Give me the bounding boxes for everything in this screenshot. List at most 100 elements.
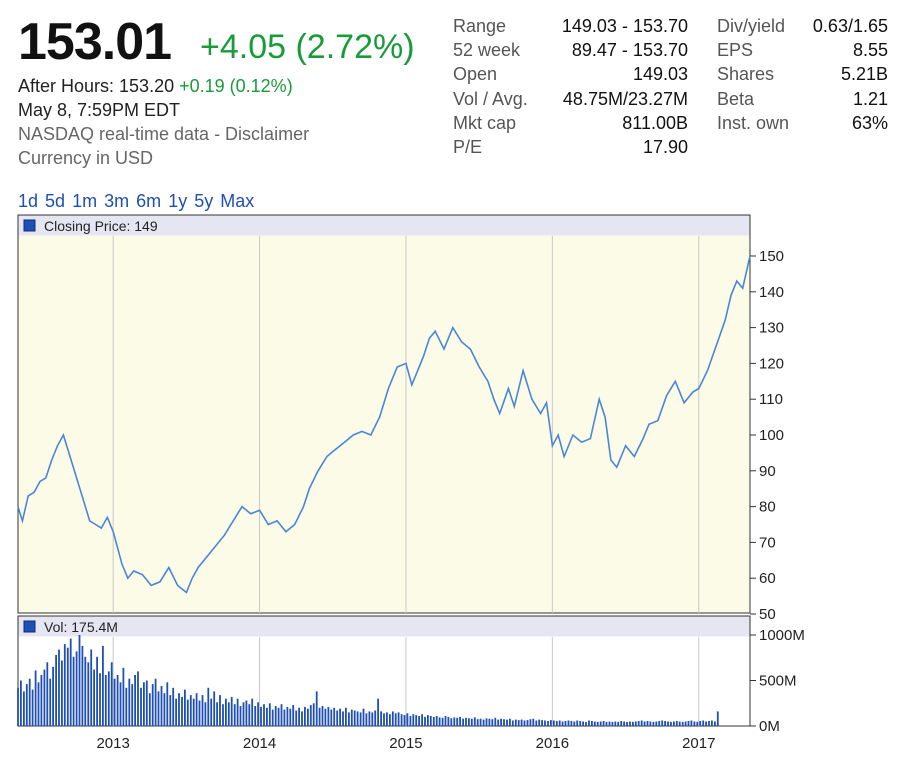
stat-row-mkt-cap: Mkt cap 811.00B [453,111,688,135]
volume-bar [148,693,151,726]
volume-bar [558,720,561,726]
volume-bar [192,698,195,726]
data-source-disclaimer[interactable]: NASDAQ real-time data - Disclaimer [18,124,310,144]
volume-bar [78,635,81,726]
stat-value: 5.21B [840,64,888,85]
volume-bar [298,707,300,726]
volume-bar [119,682,122,726]
volume-bar [116,675,119,726]
stat-value: 0.63/1.65 [812,16,888,36]
volume-bar [667,721,669,726]
volume-bar [40,675,43,726]
volume-bar [239,706,242,726]
volume-bar [277,707,280,726]
volume-bar [66,647,69,726]
volume-bar [503,719,505,726]
volume-bar [330,709,333,726]
range-1m-link[interactable]: 1m [72,191,98,211]
volume-bar [134,675,136,726]
stat-row-volume: Vol / Avg. 48.75M/23.27M [453,87,688,111]
volume-bar [716,711,719,726]
volume-bar [383,713,385,726]
volume-bar [23,691,25,726]
range-max-link[interactable]: Max [220,191,255,211]
volume-bar [605,721,608,726]
volume-bar [257,702,259,726]
volume-bar [403,715,406,726]
volume-bar [617,721,620,726]
volume-bar [415,715,418,726]
range-1y-link[interactable]: 1y [168,191,188,211]
volume-bar [714,721,716,726]
volume-bar [318,707,321,726]
range-3m-link[interactable]: 3m [104,191,130,211]
volume-bar [61,660,63,726]
volume-bar [268,703,271,727]
volume-bar [163,693,166,726]
range-selector: 1d 5d 1m 3m 6m 1y 5y Max [18,191,256,212]
volume-bar [418,716,420,726]
volume-bar [693,721,696,726]
volume-bar [312,703,315,727]
volume-bar [482,719,485,726]
stats-right-table: Div/yield 0.63/1.65 EPS 8.55 Shares 5.21B B… [717,14,888,135]
volume-bar [535,720,538,726]
range-6m-link[interactable]: 6m [136,191,162,211]
volume-bar [359,712,362,726]
range-1d-link[interactable]: 1d [18,191,39,211]
volume-bar [219,695,221,726]
volume-bar [181,696,183,726]
volume-bar [479,718,482,726]
quote-timestamp: May 8, 7:59PM EDT [18,100,181,120]
volume-bar [321,706,324,726]
volume-bar [122,667,125,726]
volume-bar [468,718,470,726]
range-5d-link[interactable]: 5d [45,191,66,211]
volume-bar [37,682,40,726]
volume-bar [681,721,684,726]
volume-bar [125,687,128,726]
stat-label: Mkt cap [453,112,517,133]
volume-bar [547,721,549,726]
volume-bar [166,682,169,726]
volume-bar [640,720,643,726]
volume-bar [104,675,107,726]
volume-bar [561,721,564,726]
volume-bar [25,684,28,726]
volume-y-tick-label: 500M [759,673,797,690]
volume-bar [280,704,283,726]
volume-bar [356,711,359,726]
volume-bar [529,719,532,726]
volume-bar [670,721,672,726]
volume-bar [532,718,535,726]
volume-bar [295,710,298,726]
price-y-tick-label: 130 [759,320,784,337]
volume-bar [178,693,180,726]
stat-label: Shares [717,64,775,85]
volume-bar [339,708,341,726]
volume-bar [570,721,573,726]
volume-bar [596,721,599,726]
stat-row-eps: EPS 8.55 [717,38,888,62]
stat-row-div-yield: Div/yield 0.63/1.65 [717,14,888,38]
volume-bar [427,715,429,726]
stat-value: 8.55 [852,40,888,61]
volume-bar [172,687,175,726]
stat-label: Range [453,16,507,36]
volume-bar [43,669,46,726]
range-5y-link[interactable]: 5y [194,191,214,211]
volume-bar [230,696,233,726]
volume-bar [145,680,148,726]
volume-bar [441,717,444,726]
volume-bar [435,716,438,726]
volume-bar [151,684,154,726]
volume-bar [72,656,75,726]
volume-bar [585,721,587,726]
volume-bar [189,695,192,726]
volume-bar [131,684,134,726]
volume-bar [576,720,579,726]
volume-bar [342,711,344,726]
volume-bar [421,714,423,726]
volume-bar [17,687,19,726]
volume-bar [350,709,353,726]
